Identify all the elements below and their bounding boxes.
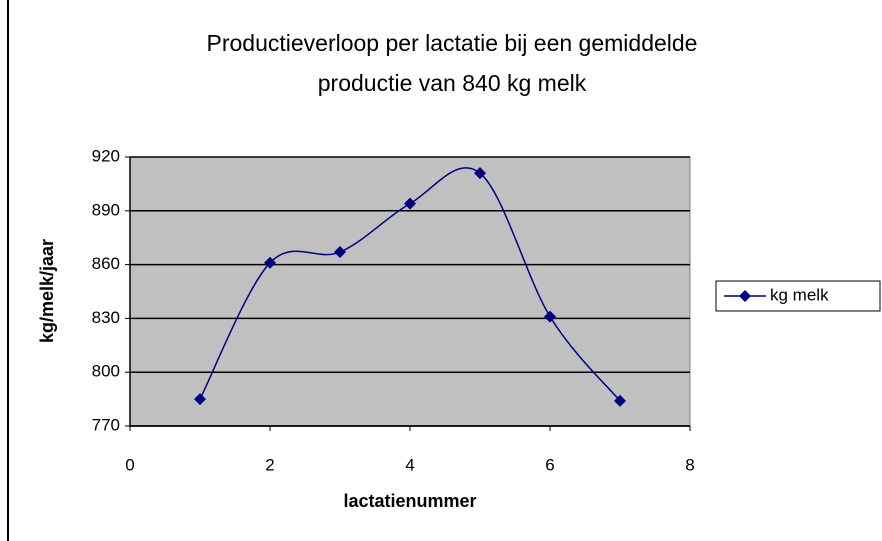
data-point [614, 394, 626, 407]
data-point [194, 393, 206, 406]
x-axis-label: lactatienummer [343, 491, 476, 511]
y-axis-label: kg/melk/jaar [37, 239, 57, 343]
x-tick-label: 0 [125, 455, 134, 474]
legend-label: kg melk [770, 285, 829, 304]
data-point [544, 310, 556, 323]
data-point [334, 246, 346, 259]
data-point [264, 256, 276, 269]
y-tick-label: 890 [92, 200, 120, 219]
y-tick-label: 830 [92, 308, 120, 327]
data-point [474, 167, 486, 180]
y-tick-label: 920 [92, 146, 120, 165]
chart-title: productie van 840 kg melk [318, 70, 587, 96]
legend-marker [739, 290, 751, 302]
x-tick-label: 2 [265, 455, 274, 474]
x-tick-label: 8 [685, 455, 694, 474]
x-tick-label: 6 [545, 455, 554, 474]
data-point [404, 197, 416, 210]
y-tick-label: 800 [92, 362, 120, 381]
chart-title: Productieverloop per lactatie bij een ge… [207, 30, 698, 56]
y-tick-label: 860 [92, 254, 120, 273]
y-tick-label: 770 [92, 415, 120, 434]
x-tick-label: 4 [405, 455, 414, 474]
